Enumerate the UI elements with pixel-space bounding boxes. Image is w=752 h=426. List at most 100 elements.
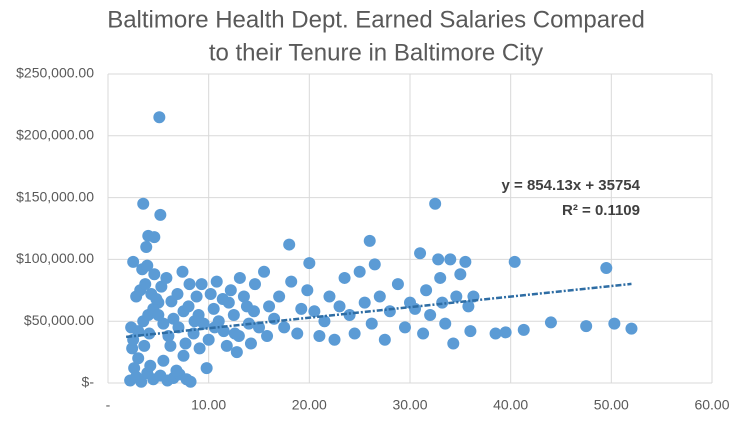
point: [318, 315, 331, 328]
x-tick-label: 50.00: [594, 397, 629, 413]
point: [373, 290, 386, 303]
point: [132, 352, 145, 365]
point: [462, 300, 475, 313]
point: [154, 208, 167, 221]
point: [391, 278, 404, 291]
x-tick-label: 30.00: [392, 397, 427, 413]
point: [153, 111, 166, 124]
point: [182, 300, 195, 313]
point: [600, 262, 613, 275]
r-squared: R² = 0.1109: [562, 202, 640, 219]
point: [263, 300, 276, 313]
point: [144, 359, 157, 372]
point: [278, 321, 291, 334]
point: [258, 265, 271, 278]
grid: $- $50,000.00 $100,000.00 $150,000.00 $200,0…: [16, 65, 730, 413]
point: [328, 333, 341, 346]
x-tick-label: 10.00: [191, 397, 226, 413]
point: [464, 325, 477, 338]
point: [202, 333, 215, 346]
point: [439, 317, 452, 330]
point: [171, 288, 184, 301]
point: [301, 284, 314, 297]
point: [207, 302, 220, 315]
y-tick-label: $-: [82, 374, 95, 390]
point: [323, 290, 336, 303]
point: [368, 258, 381, 271]
point: [447, 337, 460, 350]
point: [429, 197, 442, 210]
point: [420, 284, 433, 297]
point: [409, 302, 422, 315]
point: [172, 321, 185, 334]
point: [240, 300, 253, 313]
point: [127, 255, 140, 268]
trendline: [125, 282, 632, 339]
point: [378, 333, 391, 346]
point: [204, 288, 217, 301]
point: [459, 255, 472, 268]
point: [176, 265, 189, 278]
overlay: [125, 282, 632, 339]
point: [450, 290, 463, 303]
point: [434, 271, 447, 284]
point: [454, 268, 467, 281]
point: [244, 337, 257, 350]
point: [383, 305, 396, 318]
point: [517, 323, 530, 336]
point: [155, 280, 168, 293]
point: [137, 197, 150, 210]
point: [365, 317, 378, 330]
point: [248, 278, 261, 291]
point: [489, 327, 502, 340]
point: [283, 238, 296, 251]
point: [148, 268, 161, 281]
point: [273, 290, 286, 303]
points: [124, 111, 638, 388]
point: [333, 300, 346, 313]
point: [424, 309, 437, 322]
point: [167, 312, 180, 325]
point: [625, 322, 638, 335]
point: [348, 327, 361, 340]
point: [343, 309, 356, 322]
point: [580, 320, 593, 333]
y-tick-label: $100,000.00: [16, 250, 94, 266]
point: [143, 327, 156, 340]
point: [230, 346, 243, 359]
point: [313, 330, 326, 343]
point: [140, 241, 153, 254]
point: [353, 265, 366, 278]
point: [148, 231, 161, 244]
point: [363, 234, 376, 247]
point: [261, 330, 274, 343]
point: [237, 290, 250, 303]
point: [285, 275, 298, 288]
trendline-equation: y = 854.13x + 35754: [502, 177, 641, 194]
point: [216, 292, 229, 305]
point: [138, 339, 151, 352]
point: [125, 321, 138, 334]
point: [183, 278, 196, 291]
point: [200, 362, 213, 375]
point: [444, 253, 457, 266]
point: [508, 255, 521, 268]
point: [157, 317, 170, 330]
point: [188, 315, 201, 328]
y-tick-label: $250,000.00: [16, 65, 94, 81]
point: [291, 327, 304, 340]
point: [177, 349, 190, 362]
point: [141, 259, 154, 272]
point: [164, 339, 177, 352]
point: [228, 327, 241, 340]
y-tick-label: $150,000.00: [16, 188, 94, 204]
point: [220, 339, 233, 352]
point: [414, 247, 427, 260]
point: [135, 375, 148, 388]
x-tick-label: 40.00: [493, 397, 528, 413]
point: [544, 316, 557, 329]
point: [432, 253, 445, 266]
point: [179, 337, 192, 350]
point: [217, 325, 230, 338]
